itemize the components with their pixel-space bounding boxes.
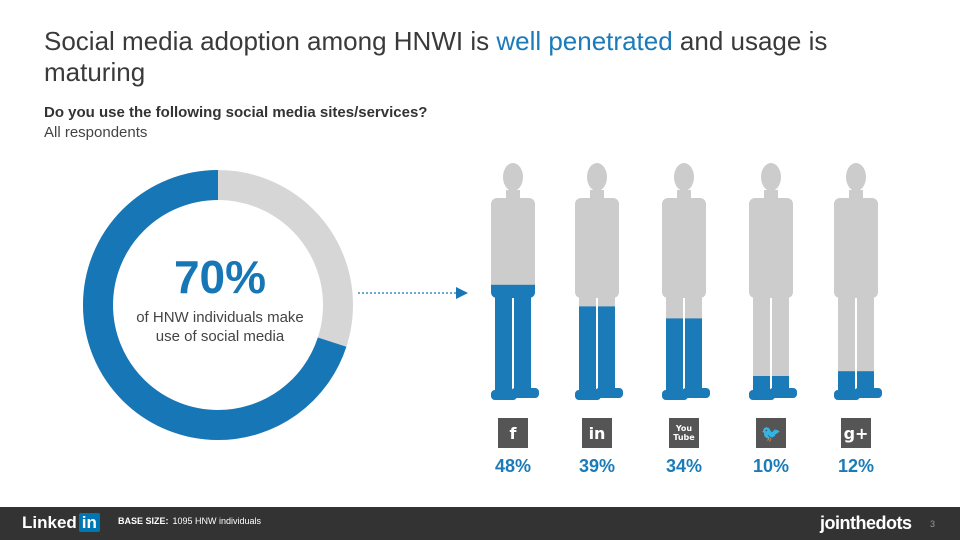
donut-filled-arc xyxy=(83,170,353,440)
person-figure-linkedin xyxy=(575,163,623,400)
adoption-donut-chart xyxy=(83,170,353,440)
person-figure-google- xyxy=(834,163,882,400)
percent-label-twitter: 10% xyxy=(752,456,790,476)
usage-fill-bar xyxy=(662,318,710,400)
usage-fill-bar xyxy=(749,376,797,400)
adoption-percent: 70% xyxy=(173,251,267,303)
usage-people-chart xyxy=(358,163,882,400)
person-figure-youtube xyxy=(662,163,710,400)
linkedin-icon: in xyxy=(582,418,612,448)
survey-question: Do you use the following social media si… xyxy=(44,104,428,121)
slide-title: Social media adoption among HNWI is well… xyxy=(44,26,828,87)
jointhedots-logo: jointhedots xyxy=(820,513,912,533)
title-highlight: well penetrated xyxy=(496,26,673,56)
person-empty-area xyxy=(834,163,882,400)
percent-label-youtube: 34% xyxy=(665,456,703,476)
youtube-icon: You Tube xyxy=(669,418,699,448)
page-number: 3 xyxy=(930,519,936,529)
percent-label-google-: 12% xyxy=(837,456,875,476)
adoption-caption: of HNW individuals make use of social med… xyxy=(136,309,304,345)
usage-fill-bar xyxy=(575,306,623,400)
person-empty-area xyxy=(575,163,623,400)
person-empty-area xyxy=(749,163,797,400)
pointer-arrow-head xyxy=(456,287,468,299)
percent-label-facebook: 48% xyxy=(494,456,532,476)
linkedin-logo: Linked in xyxy=(22,513,100,533)
person-figure-facebook xyxy=(491,163,539,400)
twitter-icon: 🐦 xyxy=(756,418,786,448)
person-figure-twitter xyxy=(749,163,797,400)
person-empty-area xyxy=(662,163,710,400)
percent-label-linkedin: 39% xyxy=(578,456,616,476)
usage-fill-bar xyxy=(491,284,539,400)
person-empty-area xyxy=(491,163,539,400)
footer-bar: Linked in BASE SIZE: 1095 HNW individuals … xyxy=(0,507,960,540)
usage-fill-bar xyxy=(834,371,882,400)
respondent-base: All respondents xyxy=(44,124,148,141)
facebook-icon: f xyxy=(498,418,528,448)
base-size-note: BASE SIZE: 1095 HNW individuals xyxy=(118,516,262,526)
google-plus-icon: g+ xyxy=(841,418,871,448)
